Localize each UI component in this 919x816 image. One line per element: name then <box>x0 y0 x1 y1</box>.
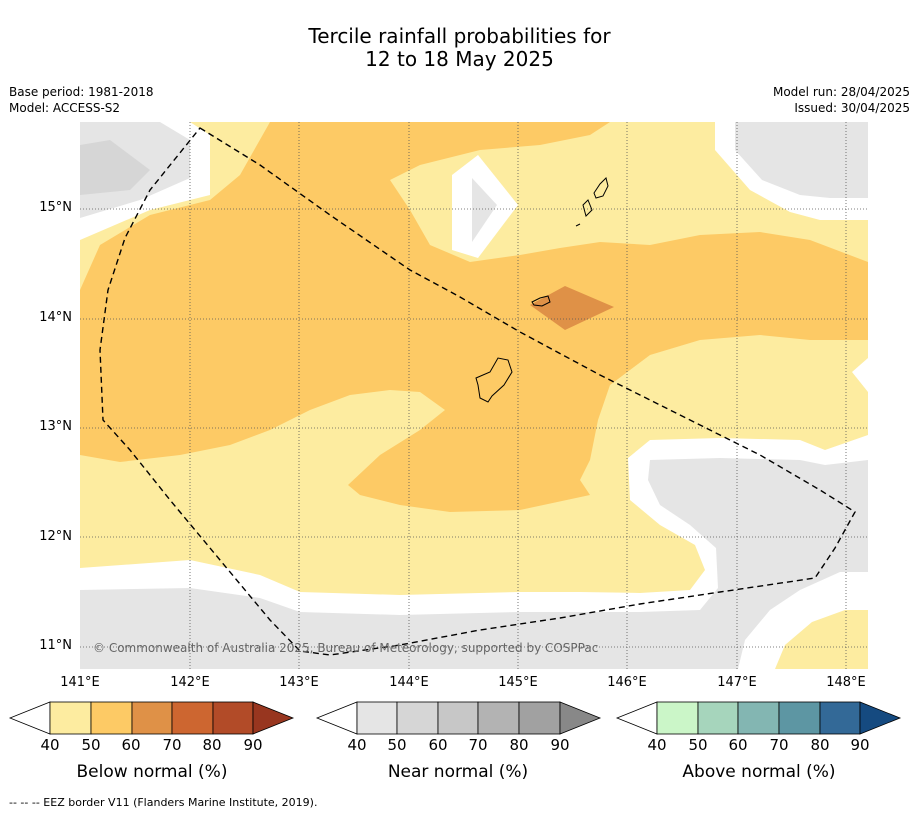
lon-label-144e: 144°E <box>389 675 429 690</box>
region-white-right-edge <box>852 358 868 392</box>
colorbar-above <box>615 701 902 735</box>
near-tick-70: 70 <box>468 736 488 754</box>
region-near-bottom <box>80 458 868 669</box>
near-tick-60: 60 <box>428 736 448 754</box>
region-below-50-60 <box>80 122 868 512</box>
below-tick-50: 50 <box>81 736 101 754</box>
near-tick-40: 40 <box>347 736 367 754</box>
island-saipan <box>593 177 609 199</box>
lat-label-11n: 11°N <box>39 638 72 653</box>
metadata-right: Model run: 28/04/2025 Issued: 30/04/2025 <box>773 84 910 116</box>
colorbar-near <box>315 701 602 735</box>
lat-label-13n: 13°N <box>39 419 72 434</box>
colorbar-below-label: Below normal (%) <box>76 762 228 782</box>
lon-label-148e: 148°E <box>826 675 866 690</box>
below-tick-90: 90 <box>243 736 263 754</box>
above-tick-90: 90 <box>850 736 870 754</box>
near-tick-80: 80 <box>509 736 529 754</box>
swatch-above-40-50 <box>656 701 699 735</box>
swatch-near-70-80 <box>477 701 520 735</box>
probability-field <box>80 122 868 669</box>
lon-label-141e: 141°E <box>60 675 100 690</box>
model-run: Model run: 28/04/2025 <box>772 85 910 99</box>
below-tick-60: 60 <box>121 736 141 754</box>
coastlines <box>475 177 609 403</box>
swatch-below-40-50 <box>49 701 92 735</box>
region-near-top-right <box>735 122 868 198</box>
island-rota <box>531 295 551 307</box>
above-tick-40: 40 <box>647 736 667 754</box>
region-below-bottom-right <box>775 610 868 669</box>
swatch-below-60-70 <box>131 701 173 735</box>
swatch-above-50-60 <box>697 701 739 735</box>
model-name: Model: ACCESS-S2 <box>9 101 121 115</box>
colorbar-below <box>8 701 295 735</box>
swatch-near-80-90 <box>518 701 561 735</box>
swatch-below-70-80 <box>171 701 214 735</box>
swatch-above-70-80 <box>778 701 821 735</box>
island-guam <box>475 357 513 403</box>
lat-label-15n: 15°N <box>39 200 72 215</box>
above-tick-60: 60 <box>728 736 748 754</box>
swatch-near-50-60 <box>396 701 439 735</box>
below-tick-70: 70 <box>162 736 182 754</box>
issued-date: Issued: 30/04/2025 <box>794 101 910 115</box>
above-tick-70: 70 <box>769 736 789 754</box>
metadata-left: Base period: 1981-2018 Model: ACCESS-S2 <box>9 84 154 116</box>
below-tick-80: 80 <box>202 736 222 754</box>
lon-label-142e: 142°E <box>170 675 210 690</box>
near-tick-90: 90 <box>550 736 570 754</box>
above-tick-80: 80 <box>810 736 830 754</box>
island-aguijan <box>575 223 581 227</box>
above-tick-50: 50 <box>688 736 708 754</box>
lon-label-145e: 145°E <box>498 675 538 690</box>
lat-label-14n: 14°N <box>39 310 72 325</box>
region-near-50-top-left <box>80 140 150 195</box>
near-tick-50: 50 <box>387 736 407 754</box>
base-period: Base period: 1981-2018 <box>9 85 154 99</box>
below-tick-40: 40 <box>40 736 60 754</box>
swatch-near-40-50 <box>356 701 398 735</box>
region-near-center-top <box>472 178 497 242</box>
swatch-below-50-60 <box>90 701 133 735</box>
swatch-above-60-70 <box>737 701 780 735</box>
lon-label-147e: 147°E <box>717 675 757 690</box>
swatch-near-60-70 <box>437 701 479 735</box>
island-tinian <box>582 199 593 217</box>
eez-footnote: -- -- -- EEZ border V11 (Flanders Marine… <box>9 796 318 809</box>
swatch-above-80-90 <box>819 701 861 735</box>
lon-label-146e: 146°E <box>607 675 647 690</box>
map-title-line2: 12 to 18 May 2025 <box>365 47 554 71</box>
map-title-line1: Tercile rainfall probabilities for <box>308 24 611 48</box>
graticule <box>80 122 868 669</box>
eez-border <box>99 127 856 656</box>
lon-label-143e: 143°E <box>279 675 319 690</box>
colorbar-near-label: Near normal (%) <box>387 762 529 782</box>
copyright-notice: © Commonwealth of Australia 2025, Bureau… <box>93 641 599 655</box>
lat-label-12n: 12°N <box>39 529 72 544</box>
colorbar-above-label: Above normal (%) <box>682 762 836 782</box>
swatch-below-80-90 <box>212 701 254 735</box>
